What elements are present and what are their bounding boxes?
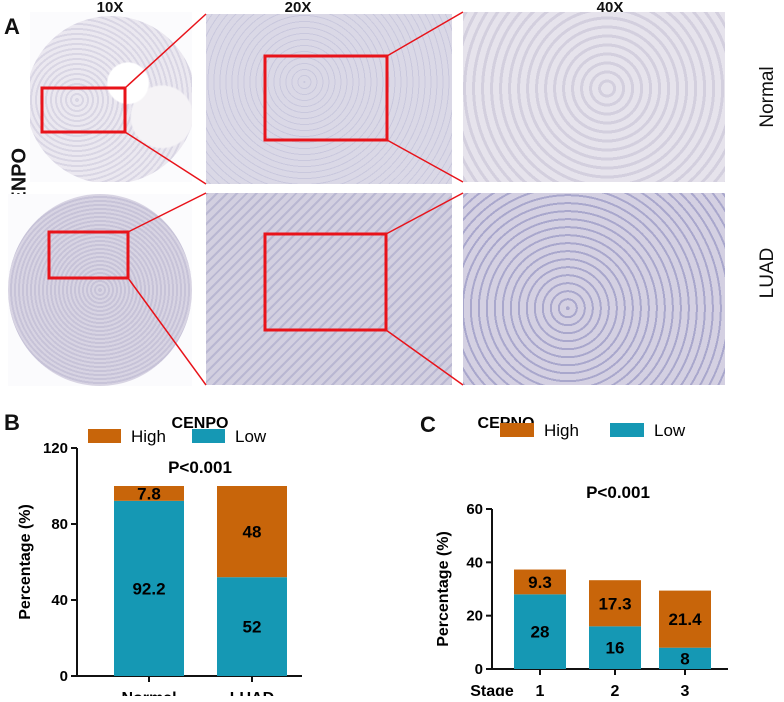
y-tick-label: 60	[466, 501, 483, 518]
tissue-image-luad-10x	[8, 194, 192, 386]
panel-b-letter: B	[4, 410, 20, 435]
magnification-20x: 20X	[284, 0, 312, 16]
y-tick-label: 0	[475, 661, 483, 678]
data-label-high: 21.4	[668, 610, 702, 629]
y-tick-label: 20	[466, 608, 483, 625]
data-label-low: 16	[606, 639, 625, 658]
legend-label-low: Low	[235, 427, 267, 446]
tissue-image-normal-40x	[463, 12, 725, 182]
zoom-lines-normal-10x	[124, 13, 207, 185]
p-value-annotation: P<0.001	[586, 483, 650, 502]
panel-c-letter: C	[420, 412, 436, 437]
y-axis-label: Percentage (%)	[435, 531, 452, 647]
y-tick-label: 40	[466, 554, 483, 571]
zoom-box-normal-10x	[40, 86, 127, 134]
y-tick-label: 80	[51, 516, 68, 533]
legend-swatch-high	[88, 429, 121, 443]
zoom-lines-luad-10x	[127, 192, 207, 386]
chart-title: CENPO	[172, 415, 229, 432]
bar-low-1	[514, 594, 566, 669]
x-tick-label: 1	[536, 683, 545, 696]
bar-high-2	[589, 580, 641, 627]
x-tick-label: 3	[681, 683, 690, 696]
panel-a-letter: A	[4, 14, 20, 39]
legend-label-high: High	[131, 427, 166, 446]
bar-high-luad	[217, 486, 287, 578]
bar-low-normal	[114, 500, 184, 676]
bar-high-normal	[114, 486, 184, 501]
tissue-image-luad-20x	[206, 193, 452, 385]
bar-low-luad	[217, 577, 287, 676]
bar-low-2	[589, 626, 641, 669]
tissue-image-luad-40x	[463, 193, 725, 385]
legend-label-low: Low	[654, 421, 686, 440]
chart-b: CENPO High Low 0 40 80 120 Percentage (%) 92.2 7.…	[17, 415, 302, 696]
data-label-low: 52	[243, 618, 262, 637]
zoom-box-luad-20x	[263, 232, 388, 332]
data-label-low: 28	[531, 623, 550, 642]
bar-low-3	[659, 647, 711, 669]
p-value-annotation: P<0.001	[168, 458, 232, 477]
zoom-annotations	[40, 11, 464, 386]
zoom-box-luad-10x	[47, 230, 130, 280]
chart-c: CEPNOHighLow0204060Percentage (%)Stage28…	[435, 415, 728, 696]
zoom-box-normal-20x	[263, 54, 389, 142]
data-label-low: 92.2	[132, 579, 165, 598]
data-label-high: 7.8	[137, 484, 161, 503]
bar-high-1	[514, 569, 566, 595]
y-tick-label: 40	[51, 592, 68, 609]
y-axis-label: Percentage (%)	[17, 504, 34, 620]
x-axis-label: Stage	[470, 683, 514, 696]
data-label-high: 48	[243, 523, 262, 542]
bar-high-3	[659, 590, 711, 648]
legend-swatch-low	[192, 429, 225, 443]
tissue-image-normal-10x	[30, 12, 192, 182]
x-tick-label: Normal	[121, 690, 176, 696]
y-tick-label: 0	[60, 668, 68, 685]
zoom-lines-luad-20x	[385, 192, 464, 386]
data-label-high: 9.3	[528, 573, 552, 592]
data-label-high: 17.3	[598, 594, 631, 613]
data-label-low: 8	[680, 649, 689, 668]
legend-label-high: High	[544, 421, 579, 440]
legend-swatch-high	[500, 423, 534, 437]
legend-swatch-low	[610, 423, 644, 437]
zoom-lines-normal-20x	[386, 11, 464, 183]
x-tick-label: LUAD	[230, 690, 274, 696]
x-tick-label: 2	[611, 683, 620, 696]
y-tick-label: 120	[43, 440, 68, 457]
